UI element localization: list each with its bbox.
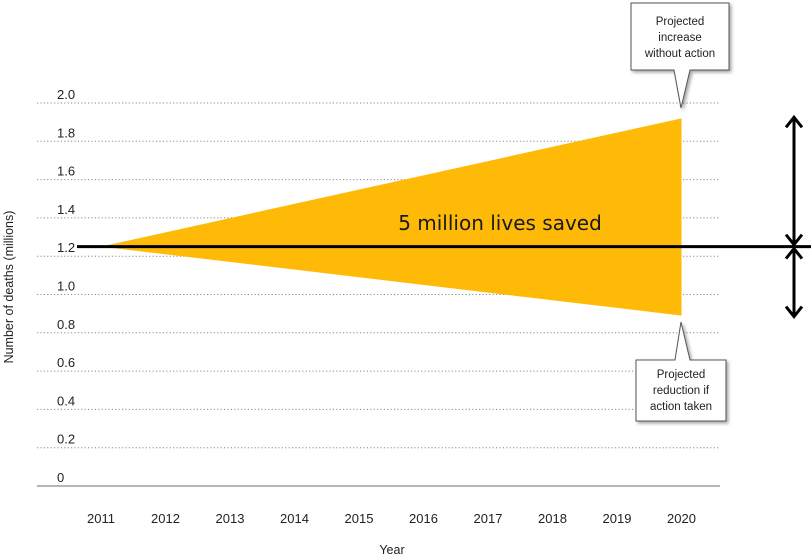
- arrow-head: [784, 233, 804, 248]
- callout-increase-line-3: without action: [644, 48, 715, 60]
- y-tick-label: 0.2: [57, 432, 75, 447]
- callout-increase-line-1: Projected: [656, 16, 705, 28]
- y-tick-label: 1.0: [57, 279, 75, 294]
- y-tick-label: 2.0: [57, 87, 75, 102]
- callout-reduction-line-2: reduction if: [653, 385, 710, 397]
- y-tick-label: 1.8: [57, 125, 75, 140]
- lives-saved-area: [101, 118, 682, 316]
- x-tick-label: 2013: [216, 511, 245, 526]
- x-tick-label: 2014: [280, 511, 309, 526]
- x-axis-title: Year: [379, 543, 404, 557]
- increase-double-arrow: [784, 114, 804, 248]
- x-tick-label: 2017: [474, 511, 503, 526]
- callout-increase-line-2: increase: [658, 32, 701, 44]
- x-tick-label: 2015: [345, 511, 374, 526]
- x-tick-label: 2016: [409, 511, 438, 526]
- y-tick-labels: 0 0.2 0.4 0.6 0.8 1.0 1.2 1.4 1.6 1.8 2.0: [57, 87, 75, 485]
- y-tick-label: 0.6: [57, 355, 75, 370]
- arrow-head: [784, 114, 804, 129]
- callout-increase: Projected increase without action: [630, 2, 730, 109]
- x-tick-label: 2018: [538, 511, 567, 526]
- y-tick-label: 1.6: [57, 164, 75, 179]
- arrow-head: [784, 305, 804, 319]
- lives-saved-label: 5 million lives saved: [398, 211, 602, 235]
- arrow-head: [784, 246, 804, 260]
- y-tick-label: 0.4: [57, 393, 75, 408]
- x-tick-label: 2020: [667, 511, 696, 526]
- callout-increase-box: [630, 2, 730, 109]
- y-tick-label: 1.2: [57, 240, 75, 255]
- reduction-double-arrow: [784, 246, 804, 319]
- callout-reduction-line-1: Projected: [657, 369, 706, 381]
- y-tick-label: 0.8: [57, 317, 75, 332]
- grid-lines: [37, 102, 720, 487]
- x-tick-label: 2012: [151, 511, 180, 526]
- x-tick-label: 2011: [87, 511, 115, 526]
- y-tick-label: 0: [57, 470, 64, 485]
- callout-reduction-box: [635, 321, 727, 422]
- x-tick-label: 2019: [603, 511, 632, 526]
- callout-reduction-line-3: action taken: [650, 401, 712, 413]
- y-tick-label: 1.4: [57, 202, 75, 217]
- y-axis-title: Number of deaths (millions): [2, 211, 16, 364]
- callout-reduction: Projected reduction if action taken: [635, 321, 727, 422]
- x-tick-labels: 2011 2012 2013 2014 2015 2016 2017 2018 2019 2020: [87, 511, 696, 526]
